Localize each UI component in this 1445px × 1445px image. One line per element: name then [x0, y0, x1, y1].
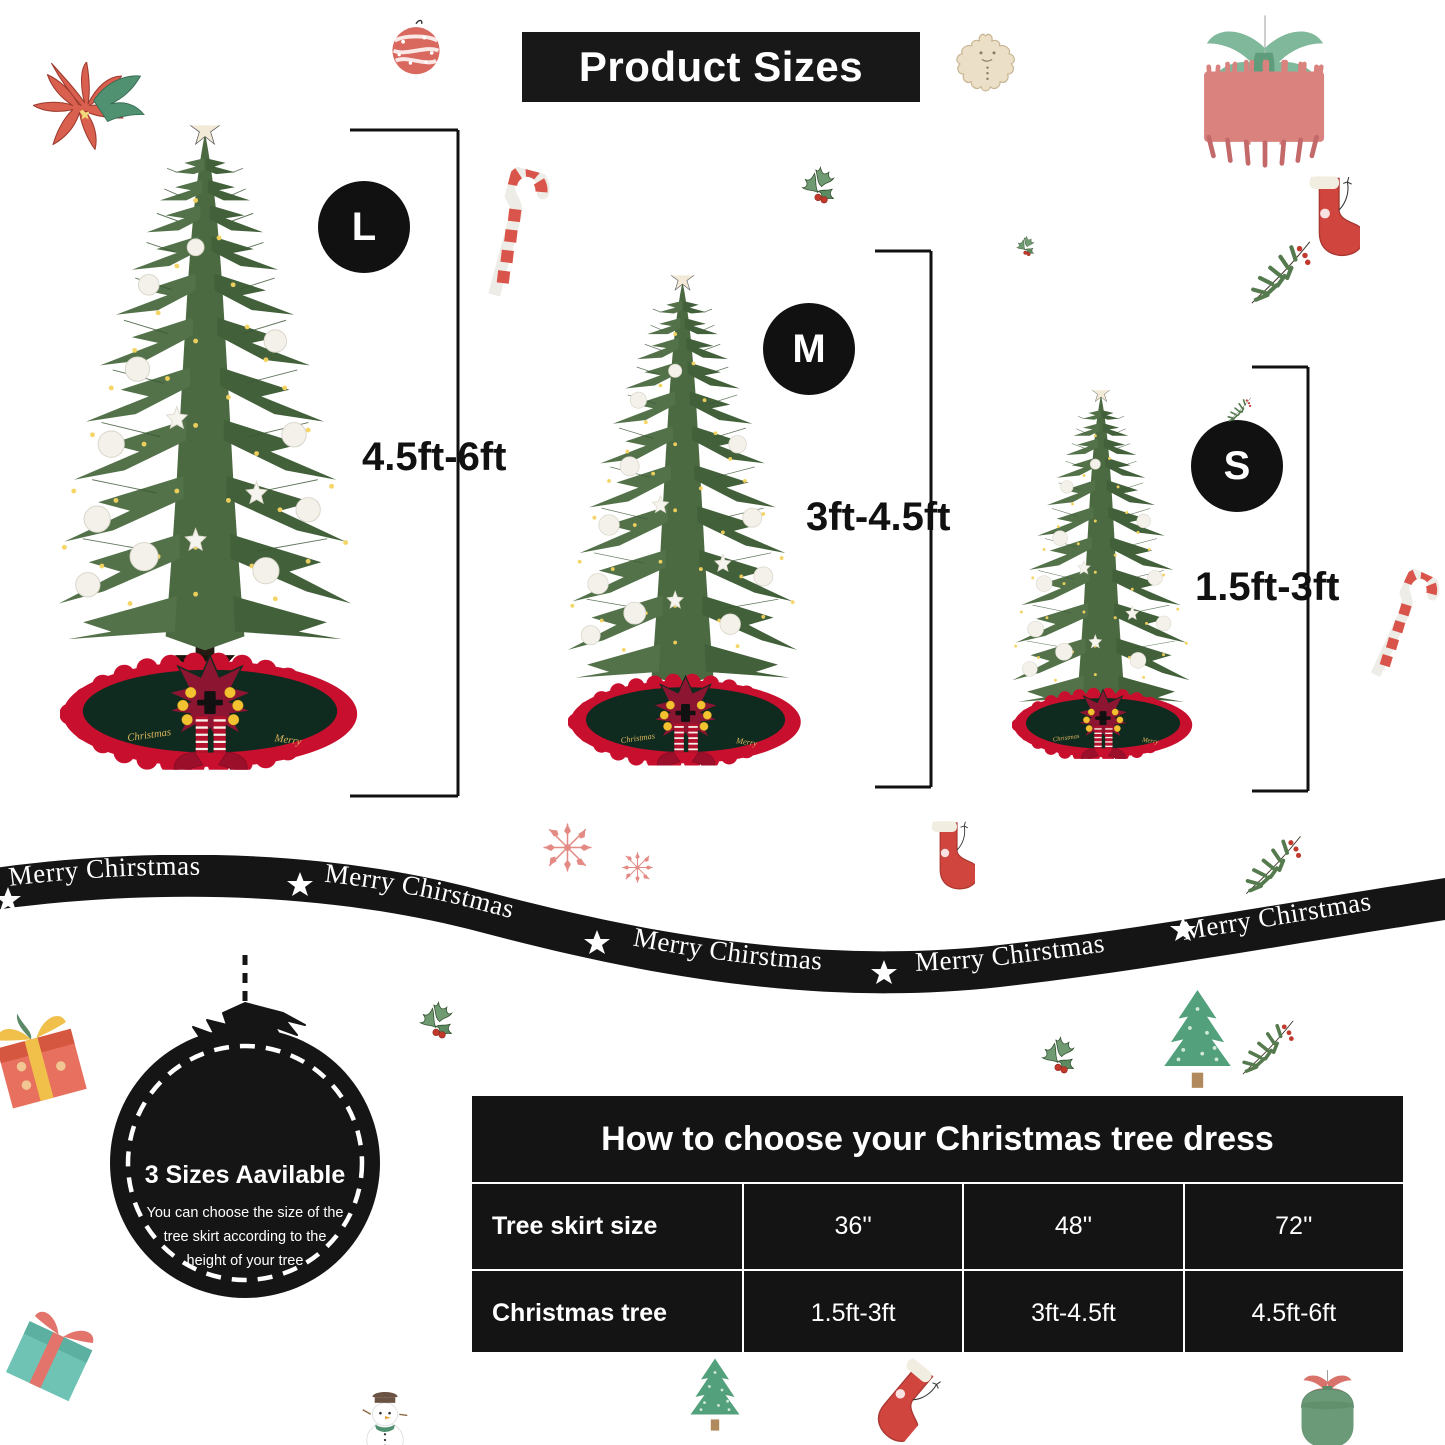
svg-text:3 Sizes Aavilable: 3 Sizes Aavilable [145, 1161, 346, 1189]
svg-text:You can choose the size of the: You can choose the size of the [147, 1205, 344, 1221]
svg-text:tree skirt according to the: tree skirt according to the [164, 1229, 327, 1245]
svg-text:height of your tree: height of your tree [187, 1253, 304, 1269]
